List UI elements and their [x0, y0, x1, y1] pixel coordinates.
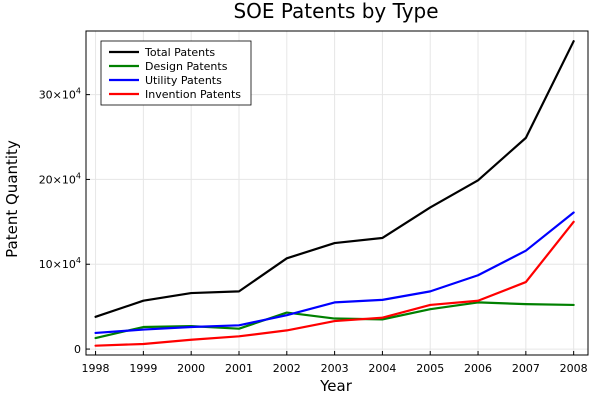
x-tick-label: 2006 [464, 362, 492, 375]
x-tick-label: 2008 [560, 362, 588, 375]
series-line-design-patents [94, 301, 575, 340]
x-tick-label: 2001 [225, 362, 253, 375]
y-tick-label: 0 [74, 343, 81, 356]
chart-title: SOE Patents by Type [233, 0, 438, 23]
x-tick-label: 1998 [82, 362, 110, 375]
y-axis-label: Patent Quantity [3, 140, 21, 258]
series-lines [94, 40, 575, 347]
series-line-utility-patents [94, 211, 575, 335]
y-axis-ticks: 0 10×104 20×104 30×104 [39, 87, 90, 356]
x-tick-label: 2004 [368, 362, 396, 375]
x-tick-label: 2002 [273, 362, 301, 375]
x-tick-label: 2000 [177, 362, 205, 375]
legend-label: Total Patents [144, 46, 215, 59]
x-tick-label: 2003 [321, 362, 349, 375]
y-tick-label: 30×104 [39, 87, 81, 102]
series-line-invention-patents [94, 220, 575, 347]
y-tick-label: 10×104 [39, 256, 81, 271]
legend-label: Design Patents [145, 60, 228, 73]
x-tick-label: 2005 [416, 362, 444, 375]
x-tick-label: 1999 [129, 362, 157, 375]
x-axis-label: Year [319, 377, 353, 395]
legend-label: Utility Patents [145, 74, 222, 87]
y-tick-label: 20×104 [39, 171, 81, 186]
x-axis-ticks: 1998 1999 2000 2001 2002 2003 2004 2005 2006 2007… [82, 351, 588, 375]
series-line-total-patents [94, 40, 575, 318]
x-tick-label: 2007 [512, 362, 540, 375]
plot-frame [85, 30, 589, 356]
legend-label: Invention Patents [145, 88, 241, 101]
